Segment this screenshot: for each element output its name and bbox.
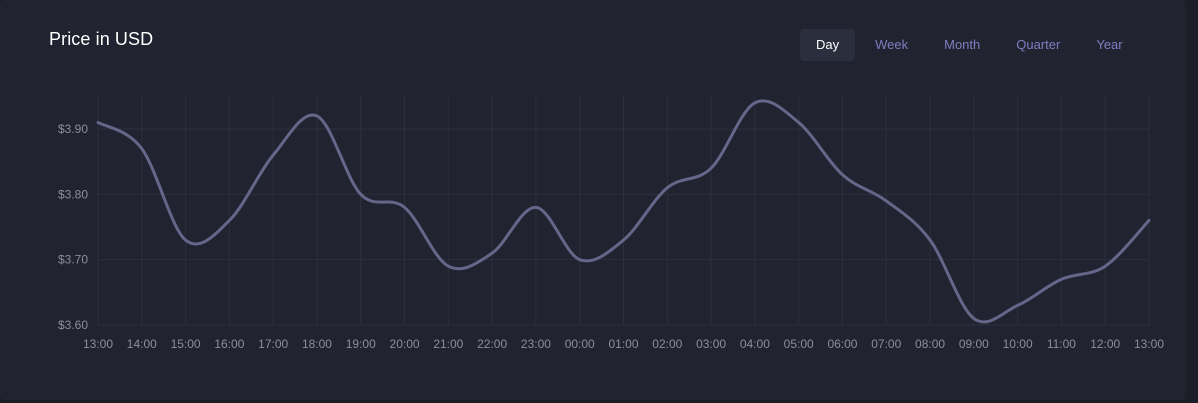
x-tick-label: 16:00 [214,337,244,351]
x-tick-label: 11:00 [1047,337,1076,351]
tab-quarter[interactable]: Quarter [1016,37,1061,52]
x-tick-label: 14:00 [127,337,157,351]
x-tick-label: 04:00 [740,337,770,351]
tab-month[interactable]: Month [944,37,981,52]
x-tick-label: 08:00 [915,337,945,351]
x-tick-label: 03:00 [696,337,726,351]
x-tick-label: 05:00 [784,337,814,351]
tab-year[interactable]: Year [1096,37,1123,52]
y-tick-label: $3.60 [58,318,88,332]
period-tabs: Day Week Month Quarter Year [800,29,1143,61]
x-tick-label: 20:00 [390,337,420,351]
y-tick-label: $3.90 [58,122,88,136]
x-tick-label: 23:00 [521,337,551,351]
x-tick-label: 07:00 [871,337,901,351]
x-tick-label: 19:00 [346,337,376,351]
y-tick-label: $3.80 [58,187,88,201]
tab-day[interactable]: Day [800,29,856,61]
x-tick-label: 15:00 [171,337,201,351]
x-tick-label: 10:00 [1003,337,1033,351]
chart-grid [97,96,1150,326]
y-axis: $3.60 $3.70 $3.80 $3.90 [58,122,88,332]
price-series-line [96,99,1151,324]
x-tick-label: 09:00 [959,337,989,351]
x-tick-label: 02:00 [652,337,682,351]
tab-week[interactable]: Week [875,37,909,52]
x-axis: 13:00 14:00 15:00 16:00 17:00 18:00 19:00 20:00… [83,337,1164,351]
x-tick-label: 00:00 [565,337,595,351]
x-tick-label: 17:00 [258,337,288,351]
x-tick-label: 18:00 [302,337,332,351]
x-tick-label: 06:00 [827,337,857,351]
x-tick-label: 01:00 [608,337,638,351]
x-tick-label: 21:00 [433,337,463,351]
x-tick-label: 12:00 [1090,337,1120,351]
y-tick-label: $3.70 [58,253,88,267]
x-tick-label: 22:00 [477,337,507,351]
x-tick-label: 13:00 [1134,337,1164,351]
x-tick-label: 13:00 [83,337,113,351]
chart-title: Price in USD [49,29,154,49]
